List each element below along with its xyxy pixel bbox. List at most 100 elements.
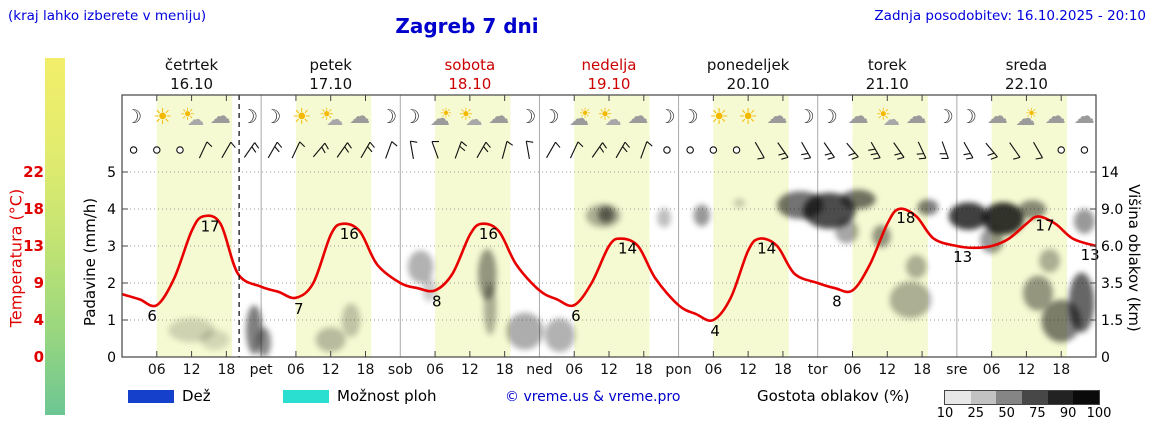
cloud-blob	[315, 327, 346, 353]
svg-text:☽: ☽	[543, 106, 560, 128]
hour-tick-label: 12	[739, 362, 757, 378]
temperature-value-label: 14	[757, 240, 776, 258]
svg-text:☁: ☁	[326, 110, 343, 130]
cloud-blob	[1039, 248, 1061, 273]
day-abbr-label: pet	[250, 362, 274, 378]
cloud-icon: ☁	[210, 104, 231, 128]
density-tick-label: 25	[967, 406, 985, 421]
showers-legend-label: Možnost ploh	[337, 387, 437, 405]
sun-cloud-icon: ☀☁	[180, 105, 204, 130]
hour-tick-label: 12	[600, 362, 618, 378]
day-name: četrtek	[165, 56, 219, 74]
wind-barb-icon	[409, 140, 418, 159]
density-segment	[1073, 391, 1100, 404]
svg-text:☁: ☁	[767, 104, 788, 128]
calm-wind-icon	[176, 146, 184, 154]
wind-barb-icon	[916, 141, 927, 160]
temperature-axis-ticks: 0 4 9 13 18 22	[23, 163, 44, 366]
hour-tick-label: 06	[844, 362, 862, 378]
svg-text:☁: ☁	[883, 110, 900, 130]
svg-text:☀: ☀	[319, 105, 334, 125]
svg-text:☁: ☁	[1045, 104, 1066, 128]
hour-tick-label: 18	[635, 362, 653, 378]
cloud-density-scale	[944, 390, 1100, 405]
wind-barb-icon	[312, 142, 329, 158]
day-date: 22.10	[1005, 75, 1048, 93]
svg-text:☀: ☀	[876, 105, 891, 125]
cloud-blob	[657, 208, 672, 228]
weather-icons: ☽ ☀ ☀☁ ☁ ☽ ☽ ☀ ☀☁ ☁ ☽ ☽ ☀☁ ☀☁ ☁ ☽ ☽ ☀☁ ☀☁ ☁ ☽ ☽ ☀ ☀ ☁ ☽ ☽ ☁ ☀☁ ☁ ☽ ☽ ☁ ☀…	[125, 104, 1095, 130]
wind-barb-icon	[939, 141, 949, 160]
hour-tick-label: 12	[1018, 362, 1036, 378]
wind-barb-icon	[846, 142, 859, 160]
cloud-blob	[733, 198, 746, 208]
cloud-icon: ☁	[987, 104, 1008, 128]
precip-tick-label: 3	[107, 239, 116, 255]
hour-tick-label: 06	[426, 362, 444, 378]
wind-barb-icon	[198, 141, 213, 159]
temperature-value-label: 17	[1035, 216, 1054, 234]
svg-text:☁: ☁	[1074, 104, 1095, 128]
day-date: 21.10	[866, 75, 909, 93]
calm-wind-icon	[153, 146, 161, 154]
cloud-density-label: Gostota oblakov (%)	[757, 387, 910, 405]
day-abbr-label: ned	[526, 362, 552, 378]
wind-barb-icon	[476, 141, 491, 159]
cloud-icon: ☁	[349, 104, 370, 128]
cloud-tick-label: 14	[1101, 165, 1119, 181]
hour-tick-label: 18	[1052, 362, 1070, 378]
density-tick-label: 100	[1086, 406, 1112, 421]
wind-barb-icon	[454, 141, 468, 159]
temperature-value-label: 7	[294, 300, 304, 318]
density-segment	[1047, 391, 1074, 404]
hour-tick-label: 12	[461, 362, 479, 378]
cloud-layer	[168, 189, 1095, 357]
density-tick-label: 50	[998, 406, 1015, 421]
day-date: 20.10	[727, 75, 770, 93]
wind-barb-icon	[591, 142, 608, 158]
calm-wind-icon	[686, 146, 694, 154]
day-name: torek	[868, 56, 907, 74]
svg-text:☁: ☁	[210, 104, 231, 128]
sun-cloud-icon: ☀☁	[876, 105, 900, 130]
moon-icon: ☽	[960, 106, 977, 128]
rain-legend-label: Dež	[182, 387, 211, 405]
cloud-blob	[835, 218, 859, 244]
wind-barb-icon	[243, 142, 260, 158]
cloud-icon: ☁	[767, 104, 788, 128]
svg-text:☁: ☁	[430, 106, 450, 130]
cloud-blob	[483, 283, 497, 335]
cloud-tick-label: 1.5	[1101, 313, 1123, 329]
wind-barb-icon	[569, 141, 584, 159]
temperature-value-label: 18	[896, 209, 915, 227]
svg-text:☁: ☁	[187, 110, 204, 130]
hour-tick-label: 06	[983, 362, 1001, 378]
cloud-blob	[1022, 275, 1054, 311]
cloud-blob	[506, 312, 544, 350]
cloud-blob	[1018, 200, 1047, 219]
cloud-icon: ☁	[848, 104, 869, 128]
cloud-blob	[693, 204, 710, 227]
cloud-icon: ☁	[1045, 104, 1066, 128]
cloud-icon: ☁	[906, 104, 927, 128]
moon-icon: ☽	[821, 106, 838, 128]
temperature-value-label: 14	[618, 240, 637, 258]
svg-text:☀: ☀	[579, 106, 592, 122]
precip-tick-label: 5	[107, 165, 116, 181]
svg-text:☀: ☀	[1025, 106, 1038, 122]
wind-barb-icon	[546, 141, 561, 159]
svg-text:☁: ☁	[987, 104, 1008, 128]
wind-barb-icon	[221, 141, 236, 159]
svg-text:☽: ☽	[264, 106, 281, 128]
calm-wind-icon	[1057, 146, 1065, 154]
cloud-blob	[597, 206, 615, 223]
hour-tick-label: 06	[148, 362, 166, 378]
svg-text:☽: ☽	[125, 106, 142, 128]
cloud-tick-label: 0	[1101, 350, 1110, 366]
sun-icon: ☀	[292, 105, 312, 130]
wind-barb-icon	[754, 141, 765, 160]
daylight-band	[852, 95, 928, 357]
svg-text:☽: ☽	[937, 106, 954, 128]
copyright-link[interactable]: © vreme.us & vreme.pro	[505, 389, 681, 405]
calm-wind-icon	[732, 146, 741, 154]
